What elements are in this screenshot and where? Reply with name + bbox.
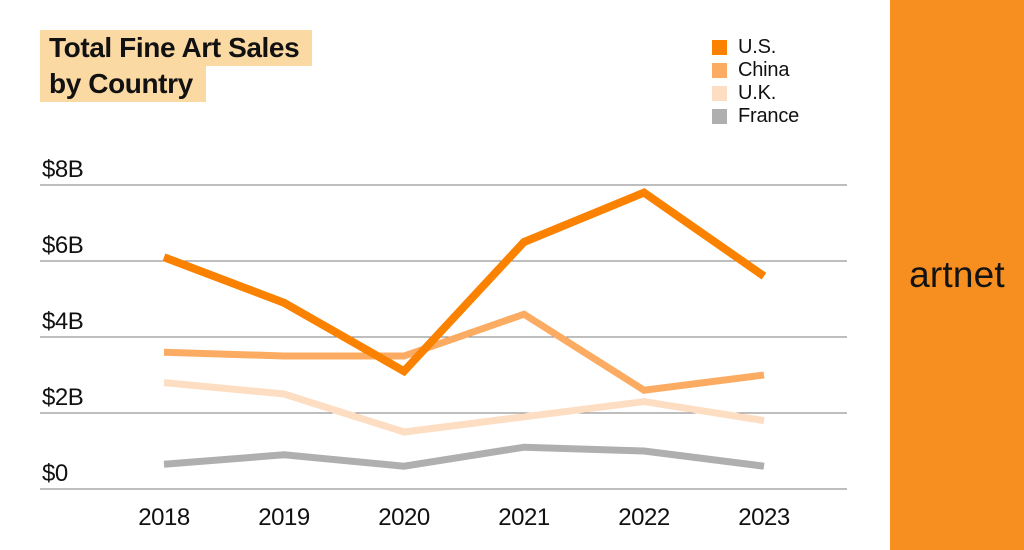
x-axis-tick-label: 2019 xyxy=(258,504,310,531)
y-axis-tick-label: $2B xyxy=(42,384,83,411)
legend: U.S. China U.K. France xyxy=(712,36,799,128)
brand-panel: artnet xyxy=(890,0,1024,550)
x-axis-tick-label: 2020 xyxy=(378,504,430,531)
line-series-uk xyxy=(163,379,765,436)
chart-title-line-2: by Country xyxy=(40,66,206,102)
x-axis-tick-label: 2021 xyxy=(498,504,550,531)
legend-item: France xyxy=(712,105,799,128)
y-axis-tick-label: $0 xyxy=(42,460,68,487)
legend-label: U.S. xyxy=(738,36,777,58)
chart-title: Total Fine Art Sales by Country xyxy=(40,30,313,102)
legend-swatch-icon xyxy=(712,109,727,124)
legend-item: China xyxy=(712,59,799,82)
brand-logo-text: artnet xyxy=(909,254,1005,295)
line-series-us xyxy=(162,188,767,377)
legend-swatch-icon xyxy=(712,63,727,78)
line-series-france xyxy=(163,443,765,470)
x-axis-tick-label: 2022 xyxy=(618,504,670,531)
line-series-china xyxy=(163,310,765,394)
x-axis-tick-label: 2023 xyxy=(738,504,790,531)
legend-label: France xyxy=(738,105,800,127)
legend-item: U.S. xyxy=(712,36,799,59)
legend-label: China xyxy=(738,59,790,81)
chart-title-line-1: Total Fine Art Sales xyxy=(40,30,313,66)
y-axis-tick-label: $8B xyxy=(42,156,83,183)
x-axis-tick-label: 2018 xyxy=(138,504,190,531)
legend-swatch-icon xyxy=(712,86,727,101)
legend-swatch-icon xyxy=(712,40,727,55)
y-axis-tick-label: $4B xyxy=(42,308,83,335)
legend-label: U.K. xyxy=(738,82,777,104)
legend-item: U.K. xyxy=(712,82,799,105)
y-axis-tick-label: $6B xyxy=(42,232,83,259)
